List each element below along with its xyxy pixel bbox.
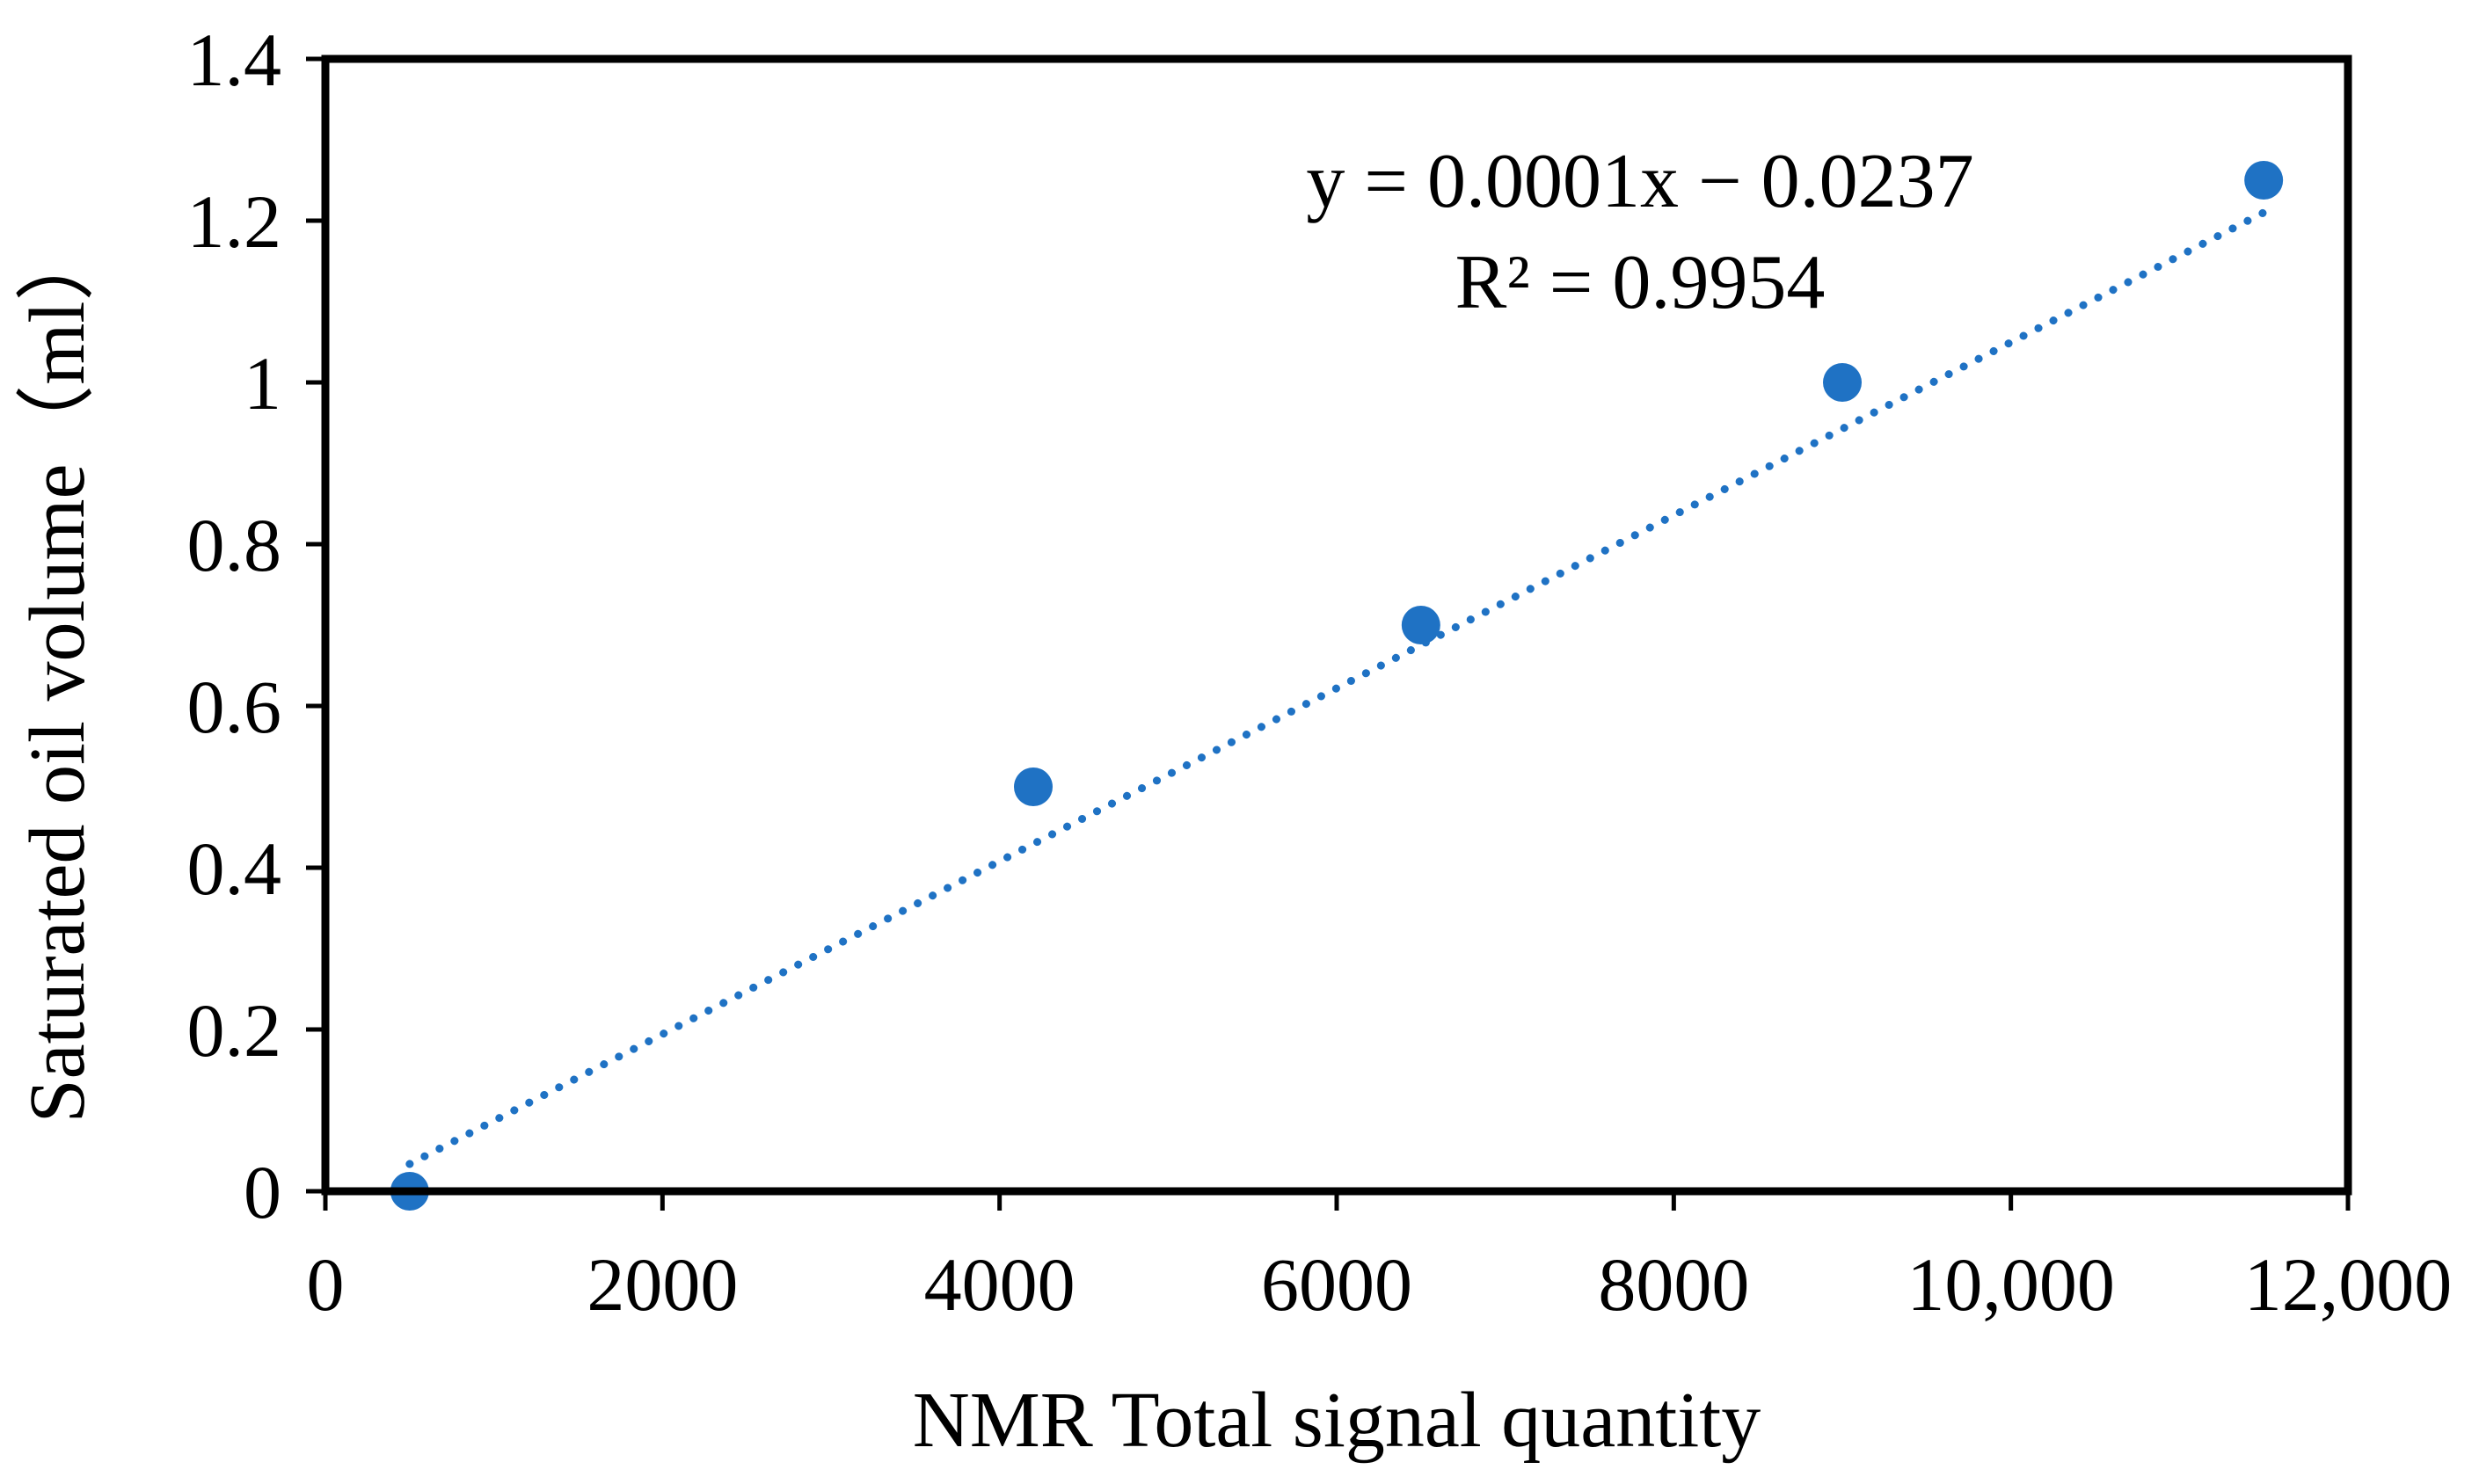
- y-tick-label: 0.4: [187, 826, 282, 911]
- data-points-group: [390, 161, 2284, 1211]
- trendline-group: [405, 208, 2268, 1168]
- y-axis-ticks: 0 0.2 0.4 0.6 0.8 1 1.2 1.4: [187, 18, 325, 1234]
- y-tick-label: 1: [244, 341, 281, 426]
- y-tick-label: 0.2: [187, 988, 282, 1073]
- r-squared-label: R² = 0.9954: [1455, 240, 1826, 325]
- x-tick-label: 0: [307, 1242, 345, 1327]
- x-tick-label: 6000: [1261, 1242, 1412, 1327]
- data-point: [2244, 161, 2284, 200]
- data-point: [1823, 363, 1862, 402]
- y-tick-label: 1.4: [187, 18, 282, 102]
- x-axis-title: NMR Total signal quantity: [913, 1377, 1761, 1464]
- trendline-equation: y = 0.0001x − 0.0237: [1306, 139, 1973, 224]
- plot-area-frame: [321, 55, 2352, 1196]
- trendline: [405, 208, 2268, 1168]
- x-tick-label: 4000: [924, 1242, 1075, 1327]
- y-tick-label: 0.6: [187, 665, 282, 749]
- x-axis-ticks: 0 2000 4000 6000 8000 10,000 12,000: [307, 1191, 2453, 1327]
- x-tick-label: 12,000: [2244, 1242, 2453, 1327]
- data-point: [1401, 606, 1440, 644]
- y-tick-label: 0: [244, 1150, 281, 1234]
- x-tick-label: 10,000: [1907, 1242, 2115, 1327]
- data-point: [1014, 767, 1053, 806]
- x-tick-label: 8000: [1598, 1242, 1749, 1327]
- y-tick-label: 0.8: [187, 503, 282, 587]
- x-tick-label: 2000: [587, 1242, 738, 1327]
- y-tick-label: 1.2: [187, 179, 282, 264]
- y-axis-title: Saturated oil volume（ml）: [14, 222, 101, 1124]
